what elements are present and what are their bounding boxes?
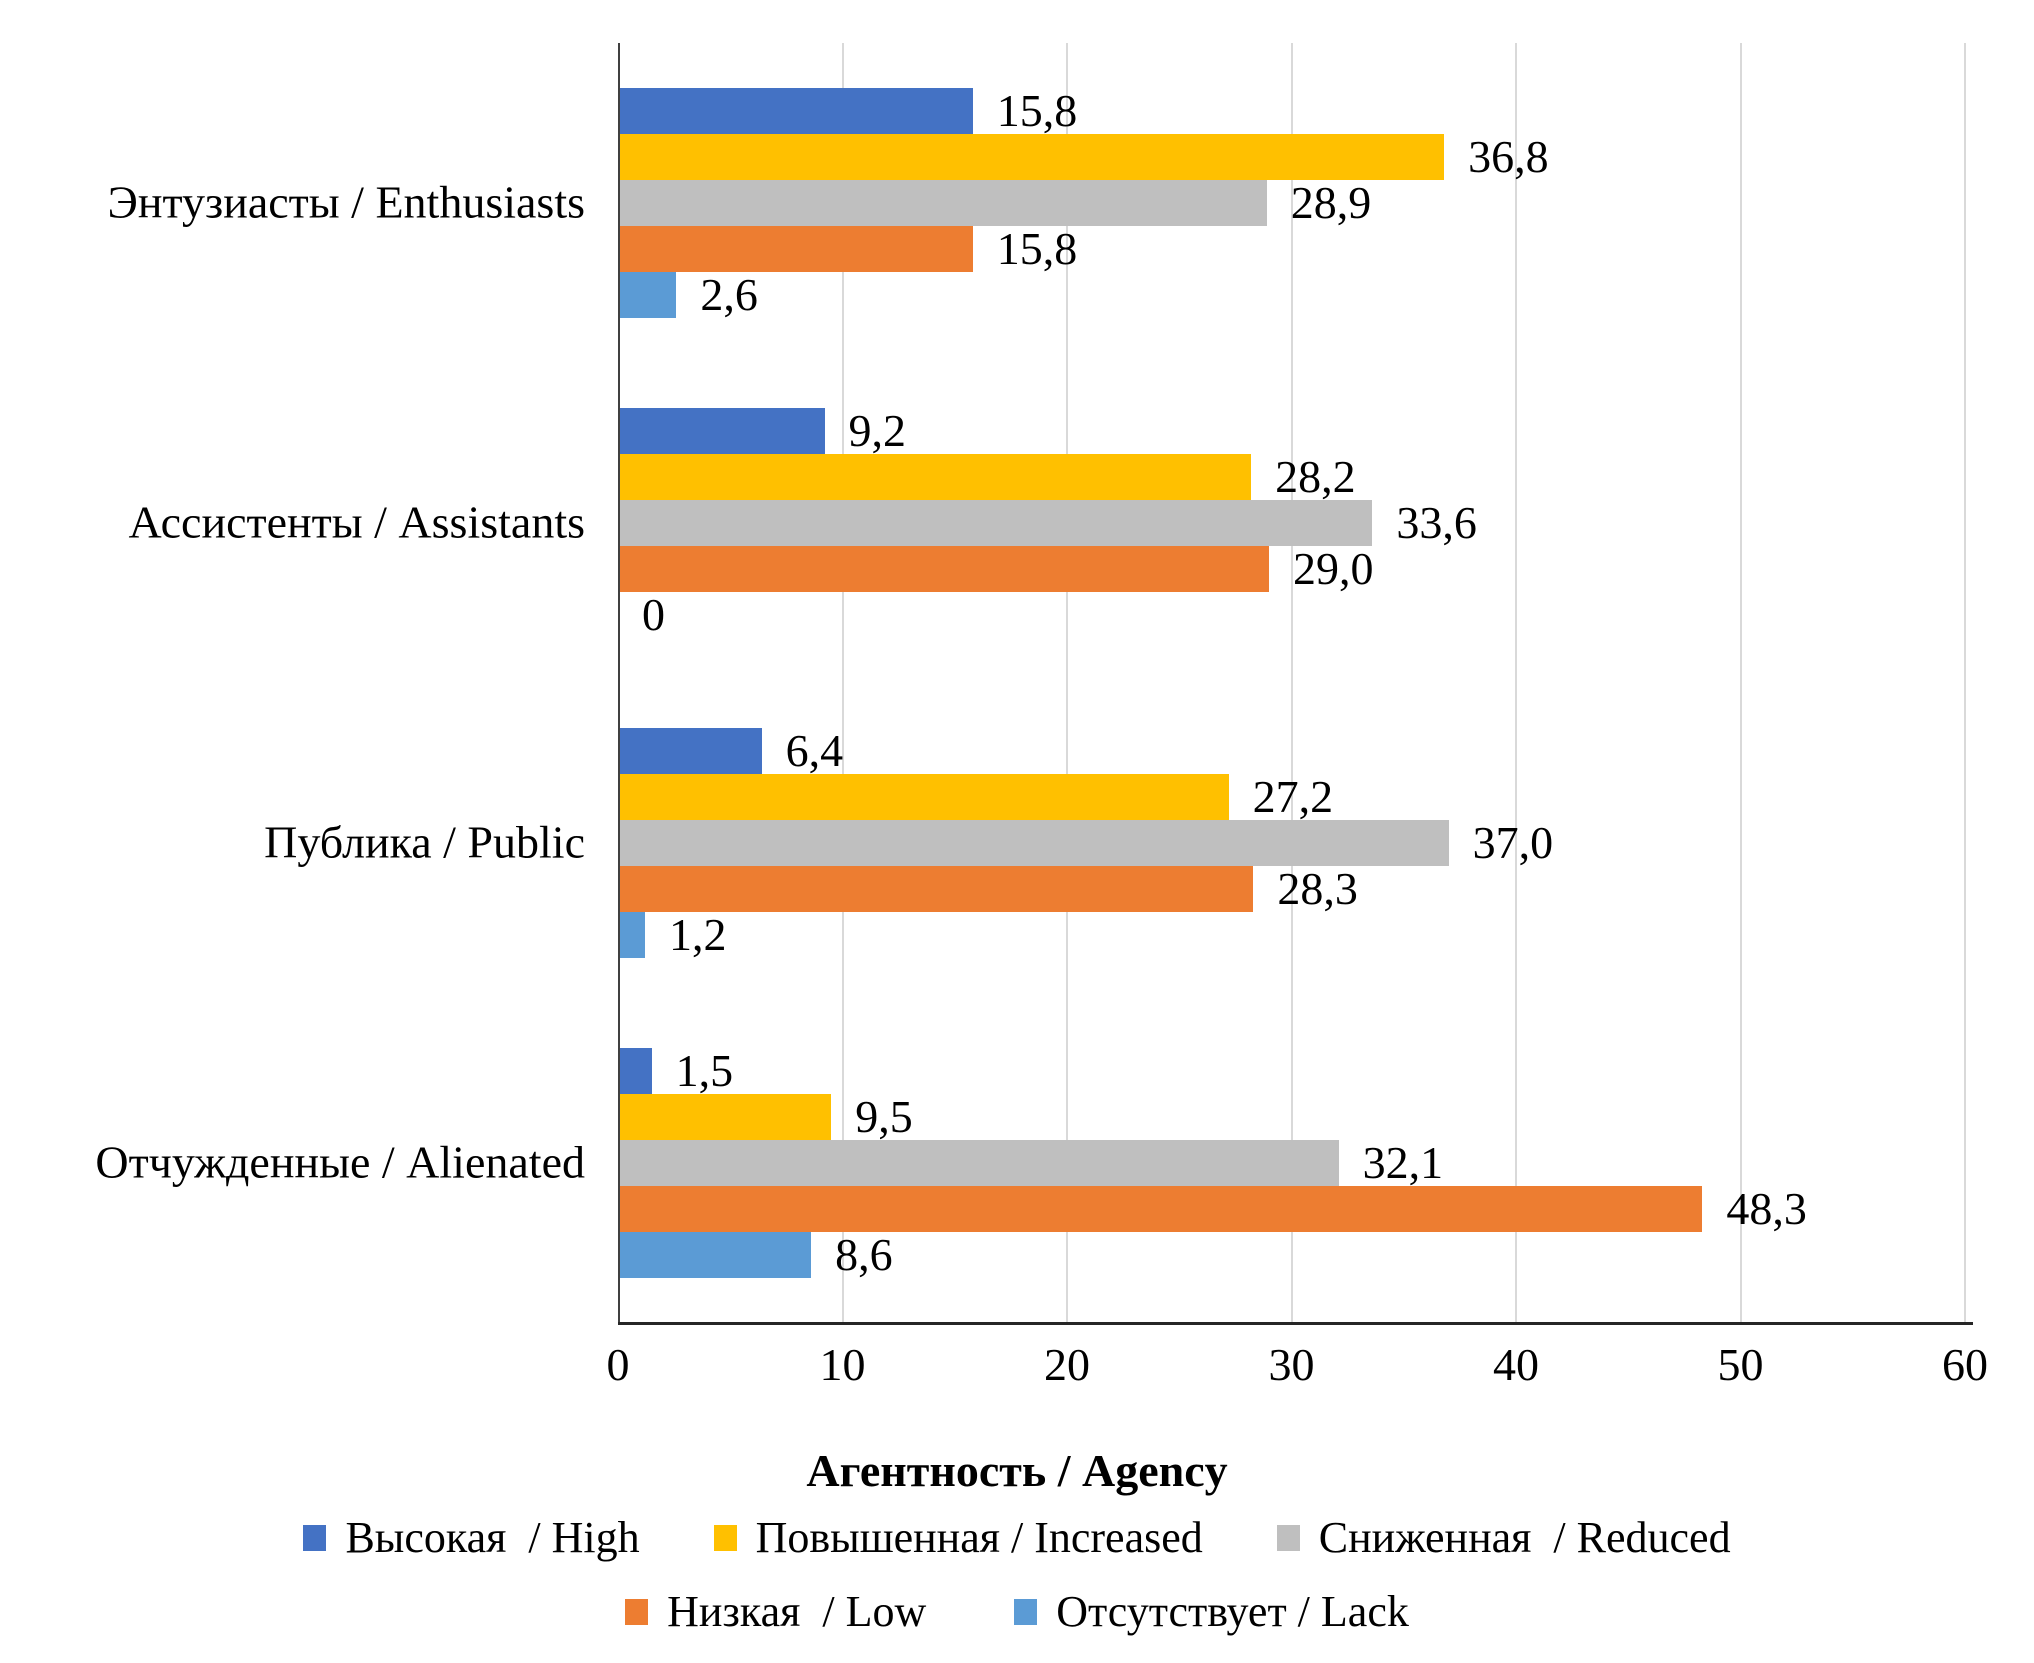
gridline <box>1515 43 1517 1323</box>
x-tick-label: 40 <box>1493 1339 1539 1390</box>
legend-swatch-icon <box>1014 1599 1038 1625</box>
legend-label: Сниженная / Reduced <box>1318 1513 1731 1562</box>
bar-value-label: 48,3 <box>1726 1183 1807 1234</box>
gridline <box>1739 43 1742 1323</box>
x-tick-label: 50 <box>1717 1339 1764 1390</box>
bar-group: 15,8 36,8 28,9 15,8 2,6 <box>618 88 1965 318</box>
category-label: Отчужденные / Alienated <box>95 1136 585 1188</box>
gridline <box>1290 43 1293 1323</box>
bar <box>618 1094 832 1140</box>
bar <box>618 1232 812 1278</box>
legend-label: Низкая / Low <box>667 1587 927 1636</box>
legend-item: Отсутствует / Lack <box>1014 1590 1409 1634</box>
bar-value-label: 37,0 <box>1472 817 1554 868</box>
bar-value-label: 1,2 <box>668 909 727 960</box>
y-axis-line <box>618 43 620 1323</box>
legend-row-2: Низкая / Low Отсутствует / Lack <box>0 1590 2034 1634</box>
x-tick-label: 20 <box>1044 1339 1090 1390</box>
x-axis-title: Агентность / Agency <box>806 1445 1228 1496</box>
gridline <box>841 43 844 1323</box>
bar <box>618 820 1449 866</box>
legend-swatch-icon <box>303 1525 327 1551</box>
bar-value-label: 6,4 <box>785 725 844 776</box>
bar <box>618 728 762 774</box>
bar <box>618 408 825 454</box>
bar-value-label: 33,6 <box>1396 497 1477 548</box>
bar <box>618 134 1445 180</box>
legend-item: Низкая / Low <box>625 1590 926 1634</box>
legend-swatch-icon <box>713 1525 737 1551</box>
bar <box>618 1140 1339 1186</box>
bar <box>618 1048 652 1094</box>
legend-row-1: Высокая / High Повышенная / Increased Сниж… <box>0 1516 2034 1560</box>
bar-group: 9,2 28,2 33,6 29,0 0 <box>618 408 1965 638</box>
legend-item: Сниженная / Reduced <box>1276 1513 1731 1562</box>
legend-swatch-icon <box>1276 1525 1300 1551</box>
bar-value-label: 28,2 <box>1275 451 1356 502</box>
category-label: Ассистенты / Assistants <box>128 496 585 548</box>
legend-label: Высокая / High <box>345 1513 640 1562</box>
bar-value-label: 28,9 <box>1290 177 1372 228</box>
legend-swatch-icon <box>625 1599 649 1625</box>
bar-value-label: 27,2 <box>1252 771 1334 822</box>
legend-label: Отсутствует / Lack <box>1056 1587 1409 1636</box>
bar <box>618 912 645 958</box>
bar-value-label: 8,6 <box>835 1229 893 1280</box>
x-axis-line <box>618 1322 1973 1325</box>
bar-value-label: 15,8 <box>996 85 1078 136</box>
bar <box>618 500 1373 546</box>
bar-group: 6,4 27,2 37,0 28,3 1,2 <box>618 728 1965 958</box>
bar-value-label: 29,0 <box>1293 543 1374 594</box>
bar-value-label: 36,8 <box>1468 131 1549 182</box>
bar-value-label: 28,3 <box>1277 863 1358 914</box>
legend-label: Повышенная / Increased <box>755 1513 1203 1562</box>
bar-group: 1,5 9,5 32,1 48,3 8,6 <box>618 1048 1965 1278</box>
x-axis-ticks: 0 10 20 30 40 50 60 <box>607 1339 1989 1402</box>
category-label: Публика / Public <box>264 816 585 868</box>
bar-value-label: 15,8 <box>996 223 1078 274</box>
bar <box>618 180 1267 226</box>
category-label: Энтузиасты / Enthusiasts <box>107 176 585 228</box>
bar-value-label: 1,5 <box>675 1045 734 1096</box>
plot-area: 15,8 36,8 28,9 15,8 2,6 9,2 28,2 33,6 29,0 0 6,4 27… <box>618 43 1973 1325</box>
bar <box>618 88 973 134</box>
bar-value-label: 32,1 <box>1362 1137 1444 1188</box>
x-tick-label: 0 <box>606 1339 630 1390</box>
bar <box>618 866 1254 912</box>
x-tick-label: 60 <box>1942 1339 1988 1390</box>
bar-value-label: 2,6 <box>700 269 758 320</box>
gridline <box>1964 43 1966 1323</box>
bar <box>618 226 973 272</box>
bar-value-label: 0 <box>642 589 665 640</box>
bar <box>618 774 1229 820</box>
bar-value-label: 9,5 <box>855 1091 913 1142</box>
bar-value-label: 9,2 <box>848 405 907 456</box>
legend-item: Повышенная / Increased <box>713 1513 1203 1562</box>
bar <box>618 454 1252 500</box>
bar <box>618 272 677 318</box>
category-axis: Энтузиасты / Enthusiasts Ассистенты / Ass… <box>0 43 585 1323</box>
x-tick-label: 30 <box>1268 1339 1315 1390</box>
legend-item: Высокая / High <box>303 1513 640 1562</box>
bar <box>618 546 1270 592</box>
gridline <box>1066 43 1068 1323</box>
x-tick-label: 10 <box>819 1339 866 1390</box>
bar <box>618 1186 1703 1232</box>
